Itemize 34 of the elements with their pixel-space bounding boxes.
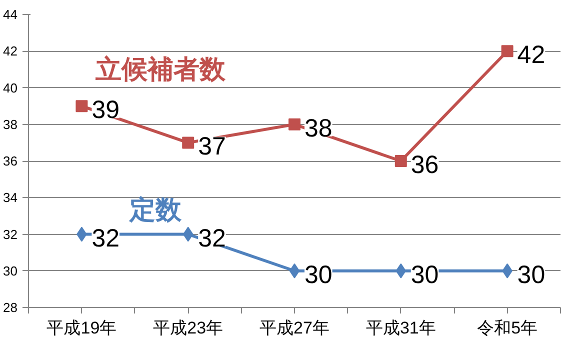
y-tick-label: 28 — [3, 300, 18, 315]
data-label: 32 — [198, 224, 226, 252]
data-label: 38 — [304, 114, 332, 142]
x-tick-label: 平成31年 — [366, 318, 436, 338]
y-tick-label: 38 — [3, 116, 18, 132]
point — [501, 45, 514, 58]
point — [396, 263, 406, 278]
x-tick-label: 平成27年 — [260, 318, 330, 338]
x-tick-label: 平成23年 — [153, 318, 224, 338]
y-tick-label: 44 — [3, 7, 18, 22]
data-label: 32 — [92, 224, 120, 252]
y-tick-label: 36 — [3, 154, 18, 168]
series-label: 定数 — [128, 194, 183, 224]
data-label: 39 — [92, 96, 120, 124]
x-tick-label: 平成19年 — [46, 318, 117, 338]
y-tick-label: 32 — [3, 226, 18, 242]
data-label: 42 — [517, 41, 546, 70]
data-label: 37 — [198, 132, 226, 161]
series-label: 立候補者数 — [94, 54, 227, 84]
y-tick-label: 42 — [3, 44, 18, 59]
point — [288, 118, 300, 130]
y-tick-label: 40 — [3, 80, 18, 96]
y-tick-label: 30 — [3, 263, 18, 278]
data-label: 30 — [517, 260, 546, 289]
point — [182, 136, 194, 149]
y-tick-label: 34 — [3, 190, 18, 206]
x-tick-label: 令和5年 — [477, 318, 538, 338]
data-label: 36 — [410, 151, 439, 179]
point — [76, 100, 88, 112]
data-label: 30 — [410, 260, 439, 289]
point — [394, 155, 407, 167]
data-label: 30 — [304, 260, 332, 289]
point — [289, 263, 300, 278]
point — [182, 226, 194, 242]
